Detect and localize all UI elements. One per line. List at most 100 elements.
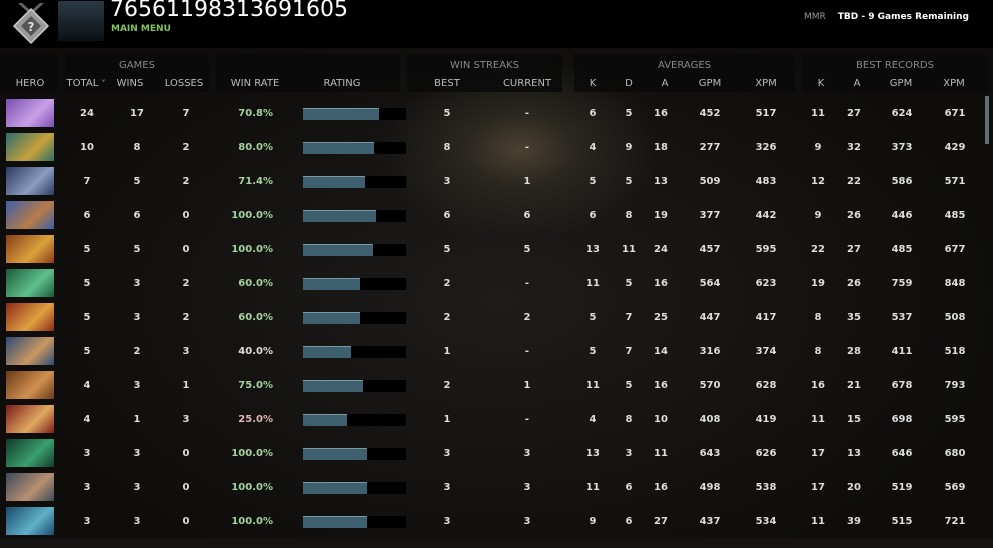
cell-ba: 26 [847, 210, 861, 221]
table-row[interactable]: 3 3 0 3 3 13 3 11 643 626 17 13 646 680 100.0% [0, 436, 985, 470]
cell-bgpm: 446 [891, 210, 913, 221]
rating-bar-fill [303, 210, 377, 222]
cell-bxpm: 569 [944, 482, 966, 493]
rating-bar-fill [303, 278, 360, 290]
cell-ba: 26 [847, 278, 861, 289]
table-row[interactable]: 3 3 0 3 3 9 6 27 437 534 11 39 515 721 100.0% [0, 504, 985, 538]
col-win-rate[interactable]: WIN RATE [230, 78, 280, 89]
cell-xpm: 483 [755, 176, 777, 187]
rating-bar [303, 210, 406, 222]
col-a[interactable]: A [661, 78, 669, 89]
cell-wins: 3 [133, 448, 141, 459]
avatar[interactable] [58, 1, 104, 41]
table-row[interactable]: 5 3 2 2 - 11 5 16 564 623 19 26 759 848 60.0% [0, 266, 985, 300]
mmr-label: MMR [803, 12, 826, 22]
cell-ba: 39 [847, 516, 861, 527]
col-wins[interactable]: WINS [116, 78, 144, 89]
cell-ba: 28 [847, 346, 861, 357]
cell-k: 4 [589, 414, 597, 425]
hero-portrait [6, 133, 54, 161]
col-best-xpm[interactable]: XPM [943, 78, 965, 89]
scrollbar[interactable] [985, 96, 989, 144]
cell-best: 8 [443, 142, 451, 153]
cell-bgpm: 624 [891, 108, 913, 119]
cell-ba: 32 [847, 142, 861, 153]
col-gpm[interactable]: GPM [698, 78, 722, 89]
col-k[interactable]: K [589, 78, 597, 89]
cell-current: - [524, 108, 530, 119]
table-row[interactable]: 5 2 3 1 - 5 7 14 316 374 8 28 411 518 40.0% [0, 334, 985, 368]
col-xpm[interactable]: XPM [755, 78, 777, 89]
profile-header: ? 76561198313691605 MAIN MENU MMR TBD - 9… [0, 0, 993, 48]
table-row[interactable]: 5 3 2 2 2 5 7 25 447 417 8 35 537 508 60.0% [0, 300, 985, 334]
hero-portrait [6, 303, 54, 331]
cell-gpm: 377 [699, 210, 721, 221]
col-best-k[interactable]: K [817, 78, 825, 89]
cell-best: 3 [443, 482, 451, 493]
table-row[interactable]: 7 5 2 3 1 5 5 13 509 483 12 22 586 571 71.4% [0, 164, 985, 198]
cell-current: - [524, 278, 530, 289]
cell-a: 27 [654, 516, 668, 527]
group-averages: AVERAGES [658, 60, 711, 71]
col-current[interactable]: CURRENT [502, 78, 552, 89]
cell-total: 3 [83, 516, 91, 527]
hero-portrait [6, 371, 54, 399]
col-total[interactable]: TOTAL ˅ [67, 78, 106, 89]
svg-text:?: ? [28, 20, 35, 34]
cell-k: 9 [589, 516, 597, 527]
cell-bk: 11 [811, 414, 825, 425]
cell-a: 16 [654, 380, 668, 391]
cell-win-rate: 80.0% [238, 142, 273, 153]
cell-bxpm: 508 [944, 312, 966, 323]
cell-ba: 13 [847, 448, 861, 459]
rating-bar [303, 516, 406, 528]
table-row[interactable]: 3 3 0 3 3 11 6 16 498 538 17 20 519 569 100.0% [0, 470, 985, 504]
table-row[interactable]: 24 17 7 5 - 6 5 16 452 517 11 27 624 671 70.8% [0, 96, 985, 130]
col-best-a[interactable]: A [853, 78, 861, 89]
main-menu-link[interactable]: MAIN MENU [111, 24, 171, 34]
cell-d: 7 [625, 346, 633, 357]
games-header-box [65, 54, 209, 92]
rating-bar-fill [303, 380, 363, 392]
cell-total: 3 [83, 448, 91, 459]
rating-bar-fill [303, 176, 365, 188]
cell-a: 19 [654, 210, 668, 221]
cell-k: 4 [589, 142, 597, 153]
player-id: 76561198313691605 [110, 0, 348, 22]
col-best[interactable]: BEST [434, 78, 460, 89]
cell-losses: 0 [182, 244, 190, 255]
rating-bar [303, 414, 406, 426]
rating-bar [303, 244, 406, 256]
cell-bgpm: 678 [891, 380, 913, 391]
table-row[interactable]: 4 1 3 1 - 4 8 10 408 419 11 15 698 595 25.0% [0, 402, 985, 436]
cell-a: 16 [654, 482, 668, 493]
hero-portrait [6, 167, 54, 195]
col-best-gpm[interactable]: GPM [889, 78, 913, 89]
cell-win-rate: 75.0% [238, 380, 273, 391]
col-d[interactable]: D [625, 78, 633, 89]
col-losses[interactable]: LOSSES [164, 78, 204, 89]
cell-k: 5 [589, 312, 597, 323]
mmr-status: MMR TBD - 9 Games Remaining [804, 12, 969, 22]
cell-best: 3 [443, 448, 451, 459]
cell-bgpm: 586 [891, 176, 913, 187]
cell-total: 6 [83, 210, 91, 221]
cell-bgpm: 485 [891, 244, 913, 255]
mmr-value: TBD - 9 Games Remaining [837, 12, 969, 22]
table-row[interactable]: 4 3 1 2 1 11 5 16 570 628 16 21 678 793 75.0% [0, 368, 985, 402]
cell-total: 5 [83, 278, 91, 289]
cell-ba: 27 [847, 244, 861, 255]
cell-wins: 8 [133, 142, 141, 153]
cell-xpm: 538 [755, 482, 777, 493]
table-row[interactable]: 10 8 2 8 - 4 9 18 277 326 9 32 373 429 80.0% [0, 130, 985, 164]
rating-bar-fill [303, 482, 367, 494]
cell-a: 11 [654, 448, 668, 459]
rating-bar [303, 346, 406, 358]
table-row[interactable]: 5 5 0 5 5 13 11 24 457 595 22 27 485 677 100.0% [0, 232, 985, 266]
cell-best: 3 [443, 176, 451, 187]
table-row[interactable]: 6 6 0 6 6 6 8 19 377 442 9 26 446 485 100.0% [0, 198, 985, 232]
cell-a: 18 [654, 142, 668, 153]
col-rating[interactable]: RATING [323, 78, 361, 89]
cell-losses: 2 [182, 278, 190, 289]
col-hero[interactable]: HERO [15, 78, 45, 89]
